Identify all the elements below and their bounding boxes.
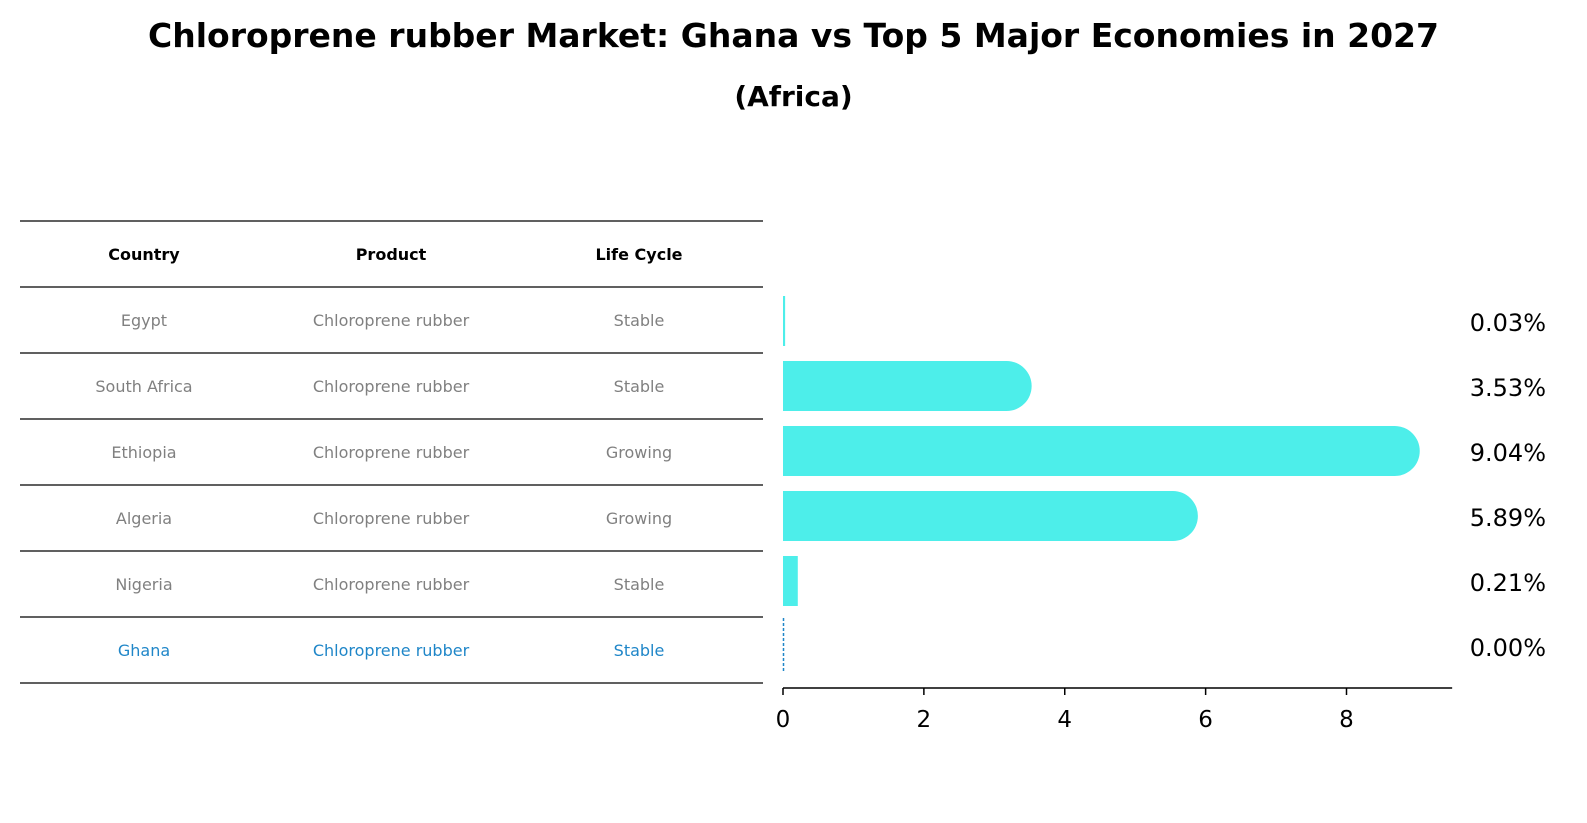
data-table: Country Product Life Cycle Egypt Chloroprene… — [20, 220, 763, 684]
table-cell-life-cycle: Stable — [614, 377, 665, 396]
table-cell-product: Chloroprene rubber — [313, 509, 470, 528]
bar-value-label: 9.04% — [1470, 439, 1546, 467]
bar-value-label: 0.21% — [1470, 569, 1546, 597]
bar-value-label: 0.00% — [1470, 634, 1546, 662]
x-tick-label: 0 — [776, 707, 791, 733]
x-tick-label: 6 — [1198, 707, 1213, 733]
x-tick-label: 2 — [917, 707, 932, 733]
bar-chart: 0 2 4 6 8 0.03% 3.53% 9.04% 5.89% 0.21% 0.00% — [776, 296, 1546, 733]
table-cell-life-cycle: Growing — [606, 509, 672, 528]
table-cell-life-cycle: Stable — [614, 575, 665, 594]
x-tick-label: 8 — [1339, 707, 1354, 733]
bar — [783, 491, 1198, 541]
x-tick-label: 4 — [1057, 707, 1072, 733]
table-cell-country: Algeria — [116, 509, 172, 528]
table-cell-life-cycle: Growing — [606, 443, 672, 462]
bar — [783, 426, 1420, 476]
table-cell-product: Chloroprene rubber — [313, 311, 470, 330]
bar — [783, 361, 1032, 411]
table-cell-life-cycle: Stable — [614, 641, 665, 660]
bar-value-label: 3.53% — [1470, 374, 1546, 402]
chart-title: Chloroprene rubber Market: Ghana vs Top … — [148, 16, 1439, 55]
bar-value-label: 5.89% — [1470, 504, 1546, 532]
table-cell-life-cycle: Stable — [614, 311, 665, 330]
bar — [783, 296, 786, 346]
table-cell-country: Egypt — [121, 311, 167, 330]
table-cell-product: Chloroprene rubber — [313, 443, 470, 462]
table-header-product: Product — [356, 245, 427, 264]
table-header-country: Country — [108, 245, 180, 264]
table-cell-product: Chloroprene rubber — [313, 377, 470, 396]
table-cell-country: Ghana — [118, 641, 170, 660]
table-cell-country: Nigeria — [115, 575, 172, 594]
table-header-life-cycle: Life Cycle — [595, 245, 682, 264]
bar — [783, 556, 798, 606]
bar-value-label: 0.03% — [1470, 309, 1546, 337]
chart-subtitle: (Africa) — [734, 80, 853, 113]
table-cell-product: Chloroprene rubber — [313, 641, 470, 660]
table-cell-product: Chloroprene rubber — [313, 575, 470, 594]
table-cell-country: Ethiopia — [111, 443, 176, 462]
table-cell-country: South Africa — [95, 377, 192, 396]
